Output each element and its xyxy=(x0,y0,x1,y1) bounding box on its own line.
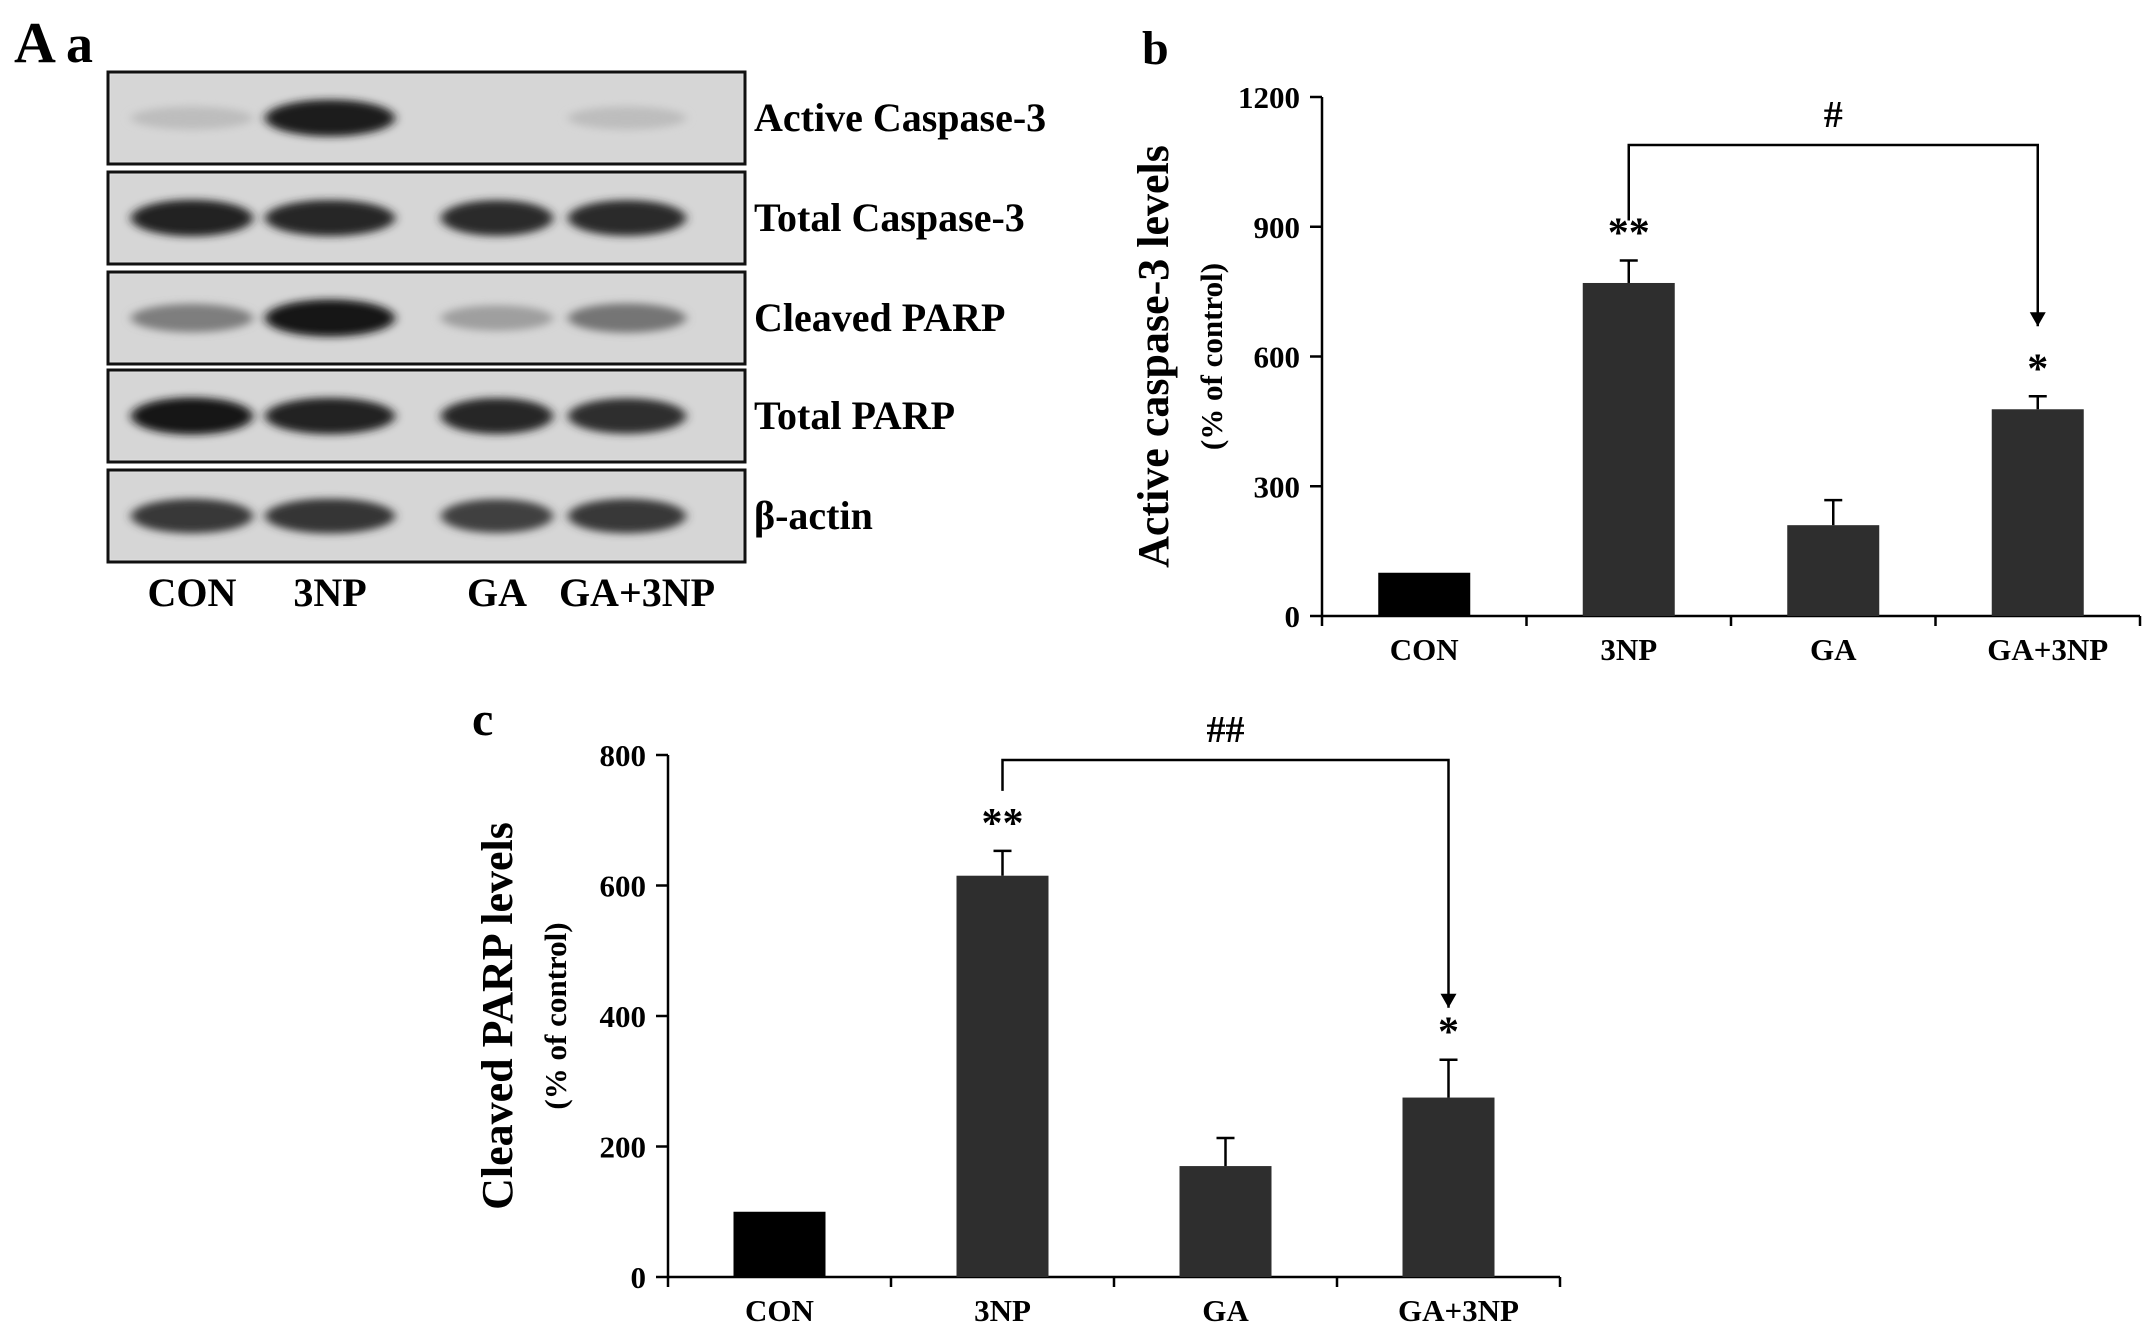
significance-mark: * xyxy=(1438,1010,1459,1056)
chart-cleaved-parp: 0 200 400 600 800 CON ** 3NP GA * GA+3NP ## Cleaved … xyxy=(473,709,1562,1328)
x-tick-label: GA xyxy=(1810,632,1857,667)
bar xyxy=(1582,282,1675,616)
panel-label-c: c xyxy=(472,693,493,746)
blot-band xyxy=(441,305,553,331)
x-tick-label: GA+3NP xyxy=(1398,1293,1519,1328)
blot-band xyxy=(568,106,686,130)
y-axis-sublabel: (% of control) xyxy=(538,922,573,1109)
blot-lane-label: CON xyxy=(148,570,237,615)
panel-label-a: a xyxy=(66,14,93,74)
blot-band xyxy=(131,498,253,534)
x-tick-label: 3NP xyxy=(974,1293,1031,1328)
y-tick-label: 200 xyxy=(600,1130,647,1165)
blot-band xyxy=(265,299,395,337)
blot-band xyxy=(131,199,253,237)
panel-label-main: A xyxy=(14,10,56,75)
bar xyxy=(733,1211,826,1277)
blot-band xyxy=(568,398,686,434)
blot-row-label: Total Caspase-3 xyxy=(754,195,1025,240)
x-tick-label: CON xyxy=(1390,632,1459,667)
bar xyxy=(1787,525,1880,616)
blot-row-label: Total PARP xyxy=(754,393,955,438)
blot-lane-label: 3NP xyxy=(293,570,366,615)
comparison-arrowhead xyxy=(2029,312,2046,327)
y-axis-label: Cleaved PARP levels xyxy=(473,822,522,1210)
bar xyxy=(1378,572,1471,616)
comparison-label: # xyxy=(1824,94,1843,136)
comparison-label: ## xyxy=(1207,709,1245,751)
y-tick-label: 400 xyxy=(600,999,647,1034)
blot-band xyxy=(568,303,686,333)
y-tick-label: 300 xyxy=(1254,469,1301,504)
bar xyxy=(1402,1097,1495,1277)
x-tick-label: 3NP xyxy=(1600,632,1657,667)
y-tick-label: 800 xyxy=(600,738,647,773)
x-tick-label: CON xyxy=(745,1293,814,1328)
y-tick-label: 0 xyxy=(1285,599,1301,634)
significance-mark: ** xyxy=(982,801,1024,847)
y-tick-label: 600 xyxy=(1254,340,1301,375)
bar xyxy=(956,875,1049,1277)
x-tick-label: GA xyxy=(1202,1293,1249,1328)
blot-band xyxy=(568,498,686,534)
blot-band xyxy=(441,200,553,236)
y-axis-sublabel: (% of control) xyxy=(1194,263,1229,450)
blot-band xyxy=(441,499,553,533)
blot-band xyxy=(131,106,253,130)
y-tick-label: 900 xyxy=(1254,210,1301,245)
x-tick-label: GA+3NP xyxy=(1987,632,2108,667)
y-axis-label: Active caspase-3 levels xyxy=(1129,145,1178,568)
panel-label-b: b xyxy=(1142,22,1169,75)
blot-band xyxy=(131,303,253,333)
blot-band xyxy=(441,397,553,435)
blot-row-label: Cleaved PARP xyxy=(754,295,1005,340)
y-tick-label: 600 xyxy=(600,869,647,904)
blot-band xyxy=(265,397,395,435)
comparison-bracket xyxy=(1001,758,1450,1008)
y-tick-label: 0 xyxy=(631,1260,647,1295)
blot-band xyxy=(265,199,395,237)
blot-row-label: Active Caspase-3 xyxy=(754,95,1046,140)
significance-mark: * xyxy=(2027,346,2048,392)
blot-band xyxy=(265,99,395,137)
bar xyxy=(1179,1166,1272,1277)
blot-lane-label: GA xyxy=(467,570,527,615)
bar xyxy=(1991,409,2084,616)
blot-row-label: β-actin xyxy=(754,493,873,538)
blot-lane-label: GA+3NP xyxy=(559,570,715,615)
y-tick-label: 1200 xyxy=(1238,80,1300,115)
western-blot: Active Caspase-3 Total Caspase-3 Cleaved P… xyxy=(106,70,1046,615)
comparison-arrowhead xyxy=(1440,993,1457,1008)
blot-band xyxy=(265,498,395,534)
comparison-bracket xyxy=(1627,143,2039,327)
blot-band xyxy=(568,200,686,236)
blot-band xyxy=(131,397,253,435)
